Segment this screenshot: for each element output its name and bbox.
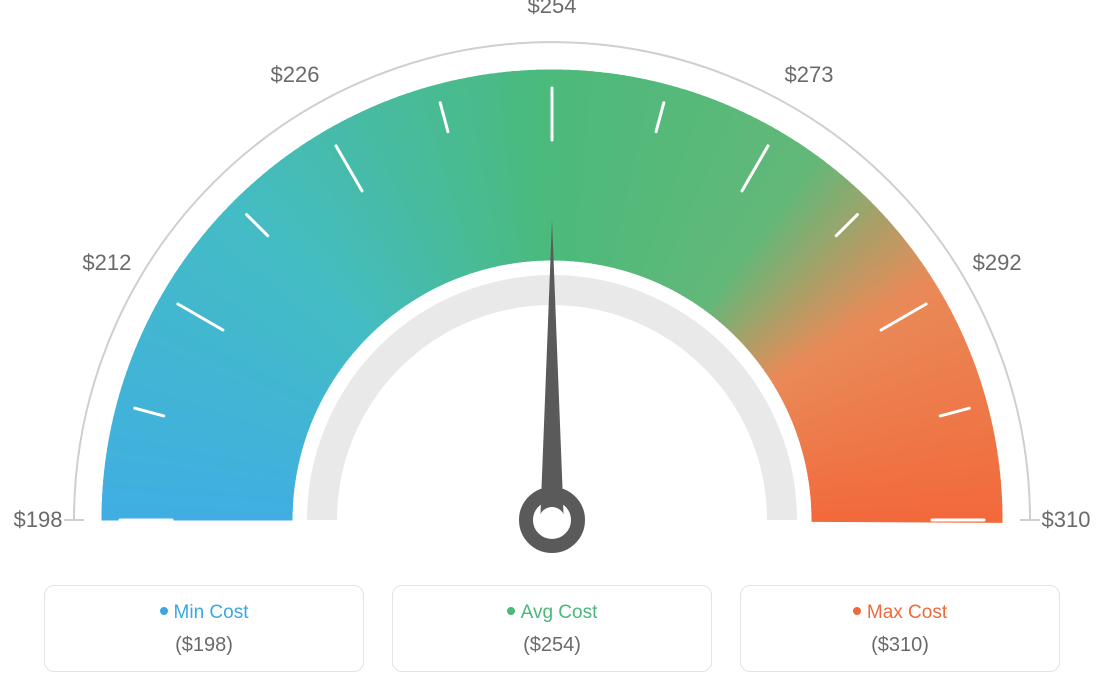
legend-title-min: Min Cost (57, 602, 351, 624)
legend-value-avg: ($254) (405, 634, 699, 657)
dot-max-icon (853, 607, 861, 615)
gauge-tick-label: $292 (973, 250, 1022, 276)
legend-card-max: Max Cost ($310) (740, 585, 1060, 672)
legend-title-max-text: Max Cost (867, 602, 947, 623)
legend-title-avg-text: Avg Cost (521, 602, 598, 623)
dot-min-icon (160, 607, 168, 615)
gauge-tick-label: $198 (14, 507, 63, 533)
gauge-tick-label: $310 (1042, 507, 1091, 533)
gauge-svg (0, 0, 1104, 560)
legend-title-max: Max Cost (753, 602, 1047, 624)
legend-value-min: ($198) (57, 634, 351, 657)
legend-card-avg: Avg Cost ($254) (392, 585, 712, 672)
gauge-container: $198 $212 $226 $254 $273 $292 $310 (0, 0, 1104, 560)
gauge-tick-label: $212 (82, 250, 131, 276)
legend-card-min: Min Cost ($198) (44, 585, 364, 672)
gauge-tick-label: $254 (528, 0, 577, 19)
legend-title-avg: Avg Cost (405, 602, 699, 624)
gauge-tick-label: $273 (785, 62, 834, 88)
gauge-tick-label: $226 (271, 62, 320, 88)
legend-value-max: ($310) (753, 634, 1047, 657)
legend-title-min-text: Min Cost (174, 602, 249, 623)
legend-row: Min Cost ($198) Avg Cost ($254) Max Cost… (0, 585, 1104, 672)
dot-avg-icon (507, 607, 515, 615)
